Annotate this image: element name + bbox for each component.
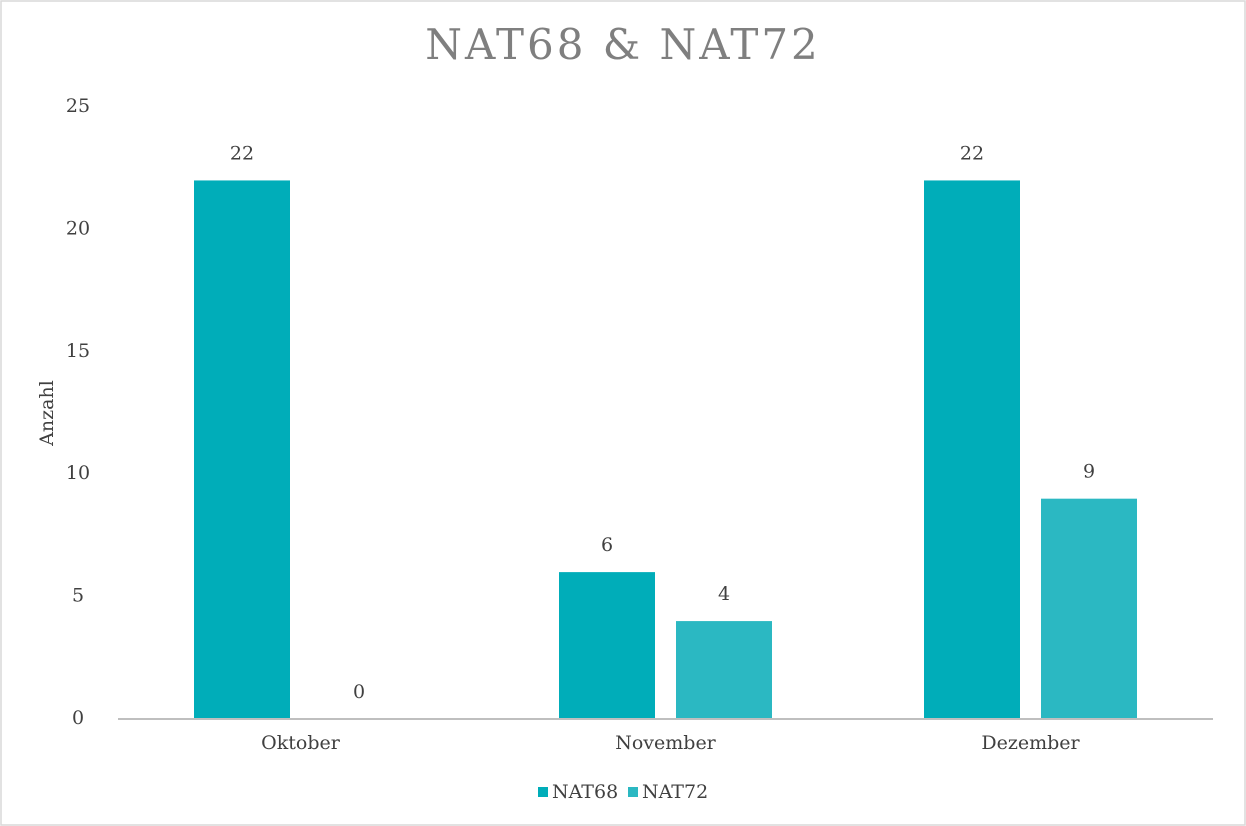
legend-label: NAT72 <box>642 781 708 803</box>
y-tick-label: 0 <box>72 707 84 729</box>
bar <box>194 180 290 719</box>
legend-swatch <box>538 787 548 797</box>
x-tick-label: Oktober <box>261 732 341 754</box>
y-axis-title: Anzahl <box>36 380 58 447</box>
bar <box>676 621 772 719</box>
y-tick-label: 5 <box>72 585 84 607</box>
value-label: 22 <box>960 142 984 164</box>
legend-swatch <box>628 787 638 797</box>
value-label: 0 <box>353 681 365 703</box>
legend-label: NAT68 <box>552 781 618 803</box>
value-label: 6 <box>601 534 613 556</box>
y-tick-label: 15 <box>66 340 90 362</box>
bar <box>559 572 655 719</box>
x-tick-label: November <box>615 732 716 754</box>
y-tick-label: 20 <box>66 217 90 239</box>
value-label: 22 <box>230 142 254 164</box>
y-tick-label: 10 <box>66 462 90 484</box>
y-tick-label: 25 <box>66 95 90 117</box>
value-label: 4 <box>718 583 730 605</box>
value-label: 9 <box>1083 461 1095 483</box>
x-tick-label: Dezember <box>981 732 1080 754</box>
bar <box>924 180 1020 719</box>
chart-title: NAT68 & NAT72 <box>425 20 821 69</box>
bar <box>1041 498 1137 719</box>
